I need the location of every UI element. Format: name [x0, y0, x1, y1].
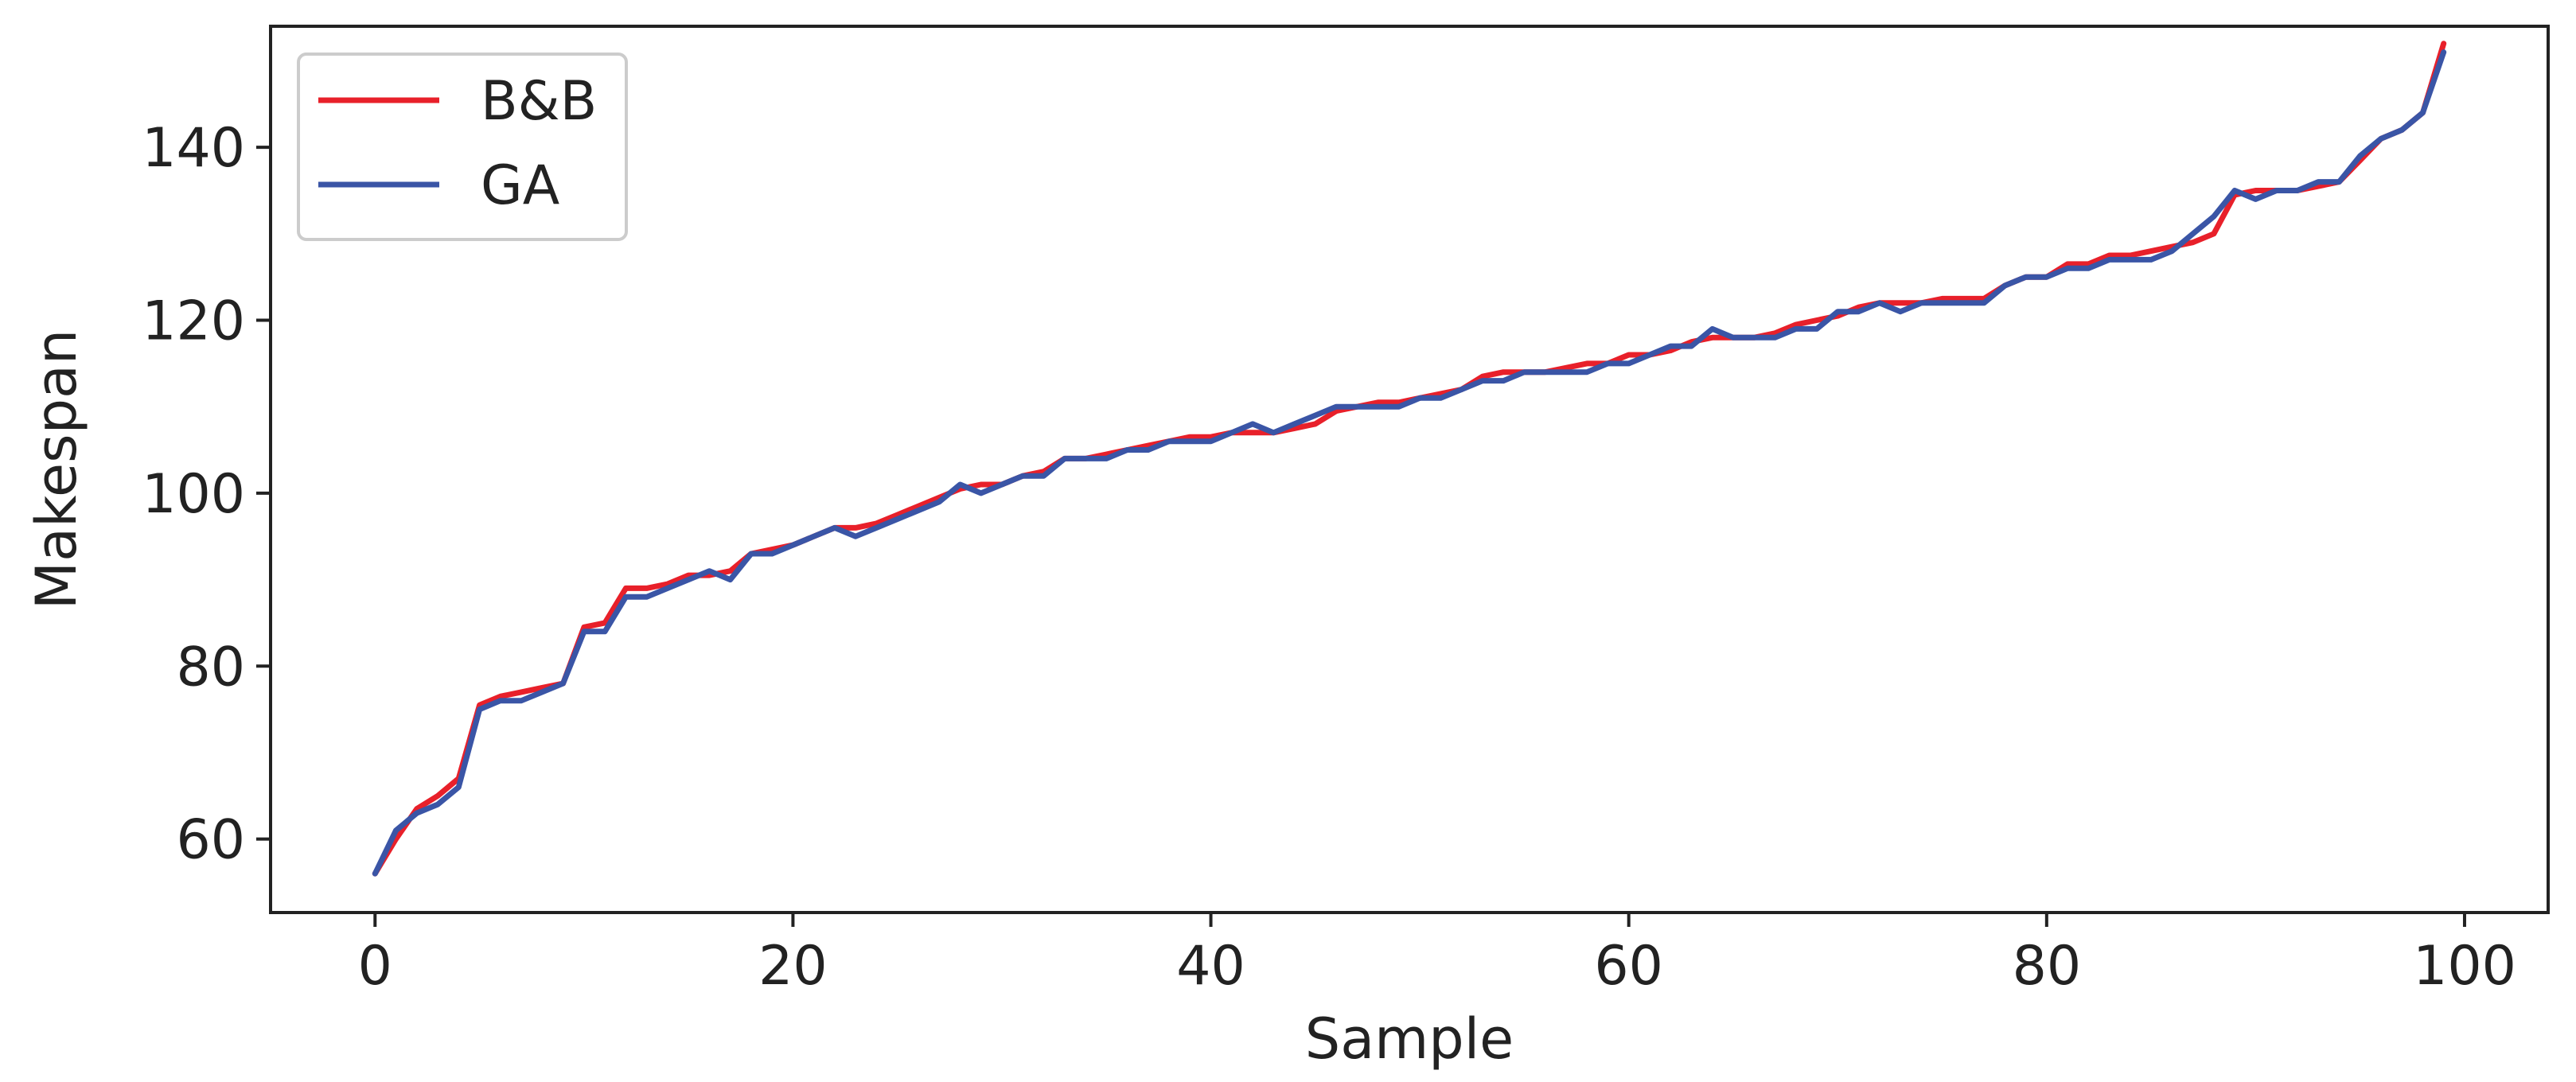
- y-axis-title: Makespan: [24, 329, 89, 610]
- legend-label-ga: GA: [481, 154, 559, 217]
- x-tick-label: 80: [2013, 935, 2082, 998]
- x-axis: 0 20 40 60 80 100: [358, 913, 2516, 998]
- x-axis-title: Sample: [1305, 1006, 1514, 1072]
- x-tick-label: 100: [2413, 935, 2516, 998]
- series-line-ga: [372, 49, 2447, 877]
- y-tick-label: 80: [176, 636, 245, 699]
- x-tick-label: 0: [358, 935, 392, 998]
- y-tick-label: 60: [176, 809, 245, 872]
- series-line-bb: [372, 41, 2447, 877]
- y-tick-label: 120: [142, 290, 245, 353]
- y-axis: 60 80 100 120 140: [142, 117, 271, 872]
- y-tick-label: 100: [142, 463, 245, 526]
- axes-frame: [269, 25, 2550, 914]
- x-tick-label: 60: [1594, 935, 1663, 998]
- x-tick-label: 20: [758, 935, 828, 998]
- x-tick-label: 40: [1176, 935, 1245, 998]
- y-tick-label: 140: [142, 117, 245, 180]
- legend-label-bb: B&B: [481, 70, 597, 133]
- plot-area: [372, 41, 2447, 877]
- legend: B&B GA: [297, 53, 628, 241]
